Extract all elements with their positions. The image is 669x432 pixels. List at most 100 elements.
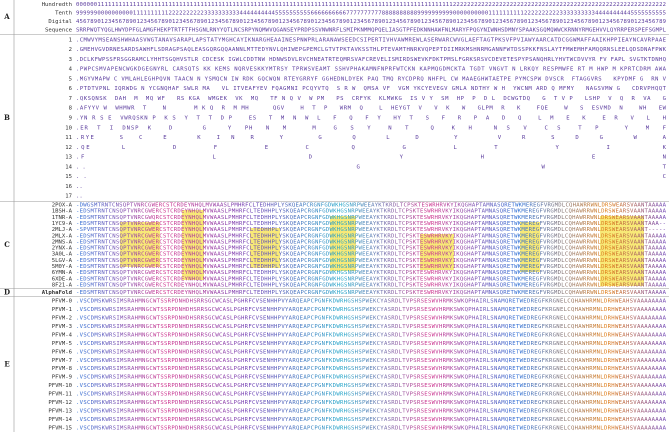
- sequence: -EDSMTRNTCNSQPTVNRCGWERCSTCRDEYNHQLMVWAA…: [76, 276, 667, 282]
- row-label: 8F21-A: [52, 282, 73, 288]
- panel-letter: E: [4, 360, 9, 369]
- sequence: .RYE S C E K I N R Y G Q L D Y V R S D G…: [76, 135, 667, 141]
- row-label: PFVM-7: [52, 358, 72, 364]
- sequence: -EDSMTRNTCNSQPTVNRCGWERCSTCRDEYNHQLMVWAA…: [76, 221, 666, 227]
- row-label: PFVM-6: [52, 349, 72, 355]
- sequence: .VSCDMSKWRSIMSRAHMNGCWTSSRPDNHDHSRRSGCWC…: [76, 349, 667, 355]
- row-label: PFVM-10: [48, 383, 72, 389]
- row-label: PFVM-2: [52, 316, 72, 322]
- row-label: 13: [65, 155, 72, 161]
- row-label: 2MLX-A: [52, 233, 73, 239]
- panel-letter: A: [3, 12, 10, 21]
- row-label: AlphaFold: [42, 290, 72, 296]
- row-label: PFVM-8: [52, 366, 73, 372]
- sequence: .F L D Y H E N: [76, 155, 666, 161]
- row-label: 6YMN-A: [52, 270, 73, 276]
- row-label: 7: [69, 96, 72, 102]
- sequence: .PTDTVPNL IQRWDG N YCGNQHAF SWLR MA VL I…: [76, 86, 667, 92]
- sequence: 9999990000000000111111111122222222223333…: [76, 10, 666, 16]
- sequence: -EDSMTRNTCNSQPTVNRCGWQRCSTCRDEYNHQLMVWAA…: [76, 215, 667, 221]
- sequence: .VSCDMSKWRSIMSRAHMNGCWTSSRPDNHDHSRRSGCWC…: [76, 375, 667, 381]
- row-label: 10: [65, 125, 72, 131]
- sequence: -EDSMTRNTCNSQPTVNRCGWERCSTCRDEYNHQLMVWAA…: [76, 246, 667, 252]
- sequence: .VSCDMSKWRSIMSRAHMNGCWTSSRPDNHDHSRRSGCWC…: [76, 392, 667, 398]
- row-label: 1: [69, 37, 72, 43]
- row-label: 2MNS-A: [52, 239, 73, 245]
- row-label: 5LGV-A: [52, 258, 73, 264]
- row-label: Hundredth: [42, 2, 72, 8]
- row-label: 1YC9-A: [52, 221, 73, 227]
- sequence: .VSCDMSKWRSIMSRAHMNGCWTSSRPDNHDHSRRSGCWC…: [76, 299, 667, 305]
- sequence: -SPVMTRNTCNSQPTVNRCGWERCSTCRDEYNHQLMVWAA…: [76, 227, 666, 233]
- sequence: .QKSQNSK DAH M MQ WF RS KGA WMGEK VK MQ …: [76, 96, 667, 102]
- row-label: Tenth: [55, 10, 72, 16]
- row-label: 5M0Y-A: [52, 264, 73, 270]
- row-label: 3: [69, 57, 72, 63]
- row-label: 12: [65, 145, 72, 151]
- sequence: .CMWVYMSEANSHWHAASVWGTANAVSARAPLAPSTATYM…: [76, 37, 667, 43]
- sequence: 4567890123456789012345678901234567890123…: [76, 19, 666, 25]
- row-label: 8: [69, 106, 73, 112]
- sequence: .VSCDMSKWRSIMSRAHMNGCWTSSRPDNHDHSRRSGCWC…: [76, 400, 667, 406]
- row-label: 2POX-A: [52, 203, 73, 209]
- sequence: -EDSMTRNTCNSQPTVNRCGWERCSTCRDEYNHQLMVWAA…: [76, 270, 667, 276]
- sequence: SRRPWQTYQGLHWYDPFGLAMGFHEKPTRTFTFHSGNLRN…: [76, 27, 667, 33]
- sequence: ..: [76, 184, 83, 190]
- sequence: .VSCDMSKWRSIMSRAHMNGCWTSSRPDNHDHSRRSGCWC…: [76, 408, 667, 414]
- sequence: .YN R S E VWRQSKN P K S Y T T D P ES T M…: [76, 116, 666, 122]
- row-label: PFVM-1: [52, 307, 72, 313]
- highlights: [120, 210, 644, 286]
- row-label: 16: [65, 184, 72, 190]
- row-label: 6XDE-A: [52, 276, 73, 282]
- panel-letter: D: [4, 288, 10, 297]
- panel-letter: C: [4, 240, 10, 249]
- row-label: 4: [69, 67, 73, 73]
- sequence: .. C: [76, 174, 666, 180]
- sequence: -EDSMTRNTCNSQPTVNRCGWERCSTCRDEYNHQLMVWAA…: [76, 233, 667, 239]
- row-label: 2: [69, 47, 72, 53]
- sequence: -EDSMTRNTCNSQPTVNRCGWERCSTCRDEYNHQLMVWAA…: [76, 290, 667, 296]
- sequence: -EDSMTRNTCNSQPTVNRCGWERCSTCRDEYNHQLMVWAA…: [76, 252, 667, 258]
- row-label: PFVM-5: [52, 341, 72, 347]
- sequence: -EDSMTRNTCNSQPTVNRCGWERCSTCRDEYNHQLMVWAA…: [76, 209, 667, 215]
- rows: A Hundredth 000000111111111111111111111111…: [3, 2, 666, 432]
- row-label: 5: [69, 76, 72, 82]
- row-label: PFVM-15: [48, 425, 72, 431]
- sequence: .VSCDMSKWRSIMSRAHMNGCWTSSRPDNHDHSRRSGCWC…: [76, 366, 667, 372]
- row-label: Sequence: [45, 27, 73, 33]
- row-label: 1BSH-A: [52, 209, 73, 215]
- row-label: 15: [65, 174, 72, 180]
- sequence: .VSCDMSKWRSIMSRAHMNGCWTSSRPDNHDHSRRSGCWC…: [76, 417, 667, 423]
- row-label: PFVM-3: [52, 324, 72, 330]
- sequence: ..: [76, 194, 83, 200]
- sequence: .VSCDMSKWRSIMSRAHMNGCWTSSRPDNHDHSRRSGCWC…: [76, 307, 667, 313]
- row-label: 9: [69, 116, 72, 122]
- row-label: 3A0L-A: [52, 252, 73, 258]
- sequence: .. G W T: [76, 164, 667, 170]
- row-label: PFVM-12: [48, 400, 72, 406]
- sequence: .VSCDMSKWRSIMSRAHMNGCWTSSRPDNHDHSRRSGCWC…: [76, 425, 667, 431]
- sequence: .VSCDMSKWRSIMSRAHMNGCWTSSRPDNHDHSRRSGCWC…: [76, 383, 667, 389]
- row-label: 2MLJ-A: [52, 227, 73, 233]
- sequence: .VSCDMSKWRSIMSRAHMNGCWTSSRPDNHDHSRRSGCWC…: [76, 332, 667, 338]
- sequence: -EDSMTRNTCNSQPTVNRCGWERCSTCRDEYNHQLMVWAA…: [76, 264, 667, 270]
- sequence: -EDSMTRNTCNSQPTVNRCGWERCSTCRDEYNHQLMVWAA…: [76, 282, 667, 288]
- sequence: .VSCDMSKWRSIMSRAHMNGCWTSSRPDNHDHSRRSGCWC…: [76, 316, 667, 322]
- sequence: .DCLKFWPSSFRSGGRAMCLYHHTSGQHVSTLR CDCESK…: [76, 57, 667, 63]
- sequence: -EDSMTRNTCNSQPTVNRCGWERCSTCRDEYNHQLMVWAA…: [76, 258, 667, 264]
- row-label: 14: [65, 164, 72, 170]
- sequence: .QE L D F E C Q G L T Y I K: [76, 145, 667, 151]
- sequence: .GMEHVGVDRNESARDSAWHFLSDRAGPSAQLEASGQRGQ…: [76, 47, 667, 53]
- sequence: -EDSMTRNTCNSQPTVNRCGWERCSTCRDEYNHQLMVWAA…: [76, 239, 667, 245]
- row-label: PFVM-14: [48, 417, 72, 423]
- sequence: .ER T I DNSP K D G Y PH N M M G S Y N T …: [76, 125, 667, 131]
- row-label: Digital: [48, 19, 72, 25]
- row-label: PFVM-13: [48, 408, 72, 414]
- row-label: 17: [65, 194, 72, 200]
- row-label: PFVM-0: [52, 299, 72, 305]
- row-label: PFVM-11: [48, 392, 72, 398]
- sequence: .AFYYV W WHMWR T N M K Q R M MH QGV H T …: [76, 106, 667, 112]
- sequence: 0000001111111111111111111111111111111111…: [76, 2, 666, 8]
